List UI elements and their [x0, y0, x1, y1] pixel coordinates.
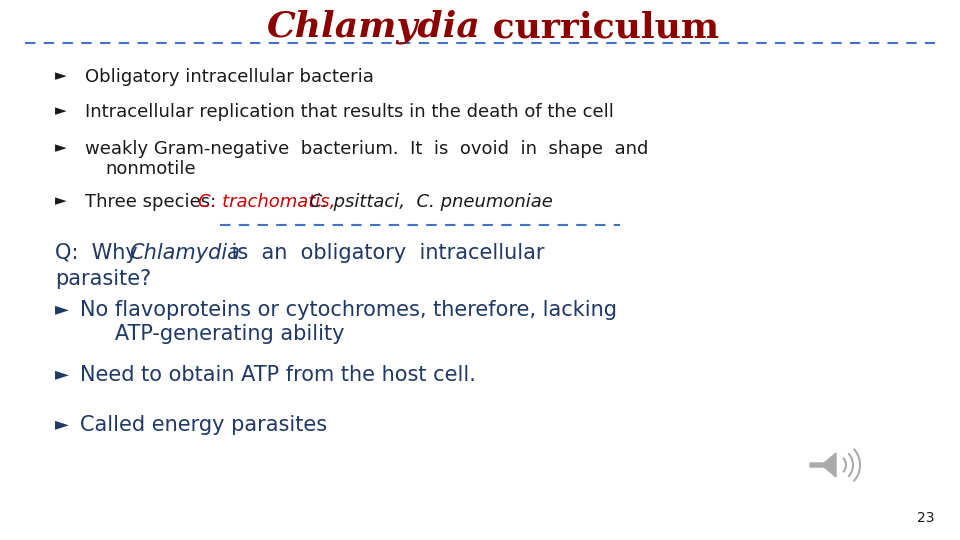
- Text: C. psittaci,  C. pneumoniae: C. psittaci, C. pneumoniae: [298, 193, 553, 211]
- Text: C. trachomatis,: C. trachomatis,: [198, 193, 335, 211]
- Text: Called energy parasites: Called energy parasites: [80, 415, 327, 435]
- Text: ►: ►: [55, 103, 67, 118]
- Text: weakly Gram-negative  bacterium.  It  is  ovoid  in  shape  and: weakly Gram-negative bacterium. It is ov…: [85, 140, 648, 158]
- Text: ►: ►: [55, 415, 69, 433]
- Polygon shape: [810, 453, 836, 477]
- Text: Chlamydia: Chlamydia: [129, 243, 240, 263]
- Text: 23: 23: [918, 511, 935, 525]
- Text: ►: ►: [55, 68, 67, 83]
- Text: parasite?: parasite?: [55, 269, 152, 289]
- Text: ►: ►: [55, 300, 69, 318]
- Text: ►: ►: [55, 193, 67, 208]
- Text: nonmotile: nonmotile: [105, 160, 196, 178]
- Text: curriculum: curriculum: [480, 10, 719, 44]
- Text: No flavoproteins or cytochromes, therefore, lacking: No flavoproteins or cytochromes, therefo…: [80, 300, 617, 320]
- Text: is  an  obligatory  intracellular: is an obligatory intracellular: [205, 243, 544, 263]
- Text: ATP-generating ability: ATP-generating ability: [95, 324, 345, 344]
- Text: Q:  Why: Q: Why: [55, 243, 151, 263]
- Text: Three species:: Three species:: [85, 193, 228, 211]
- Text: Chlamydia: Chlamydia: [266, 10, 480, 44]
- Text: Obligatory intracellular bacteria: Obligatory intracellular bacteria: [85, 68, 373, 86]
- Text: ►: ►: [55, 140, 67, 155]
- Text: Need to obtain ATP from the host cell.: Need to obtain ATP from the host cell.: [80, 365, 476, 385]
- Text: ►: ►: [55, 365, 69, 383]
- Text: Intracellular replication that results in the death of the cell: Intracellular replication that results i…: [85, 103, 613, 121]
